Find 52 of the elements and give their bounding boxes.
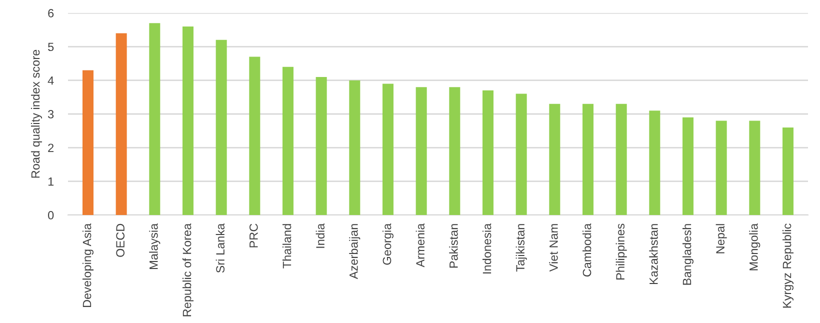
- bar: [616, 104, 627, 215]
- x-tick-label: Mongolia: [749, 223, 760, 270]
- x-tick-label: Philippines: [616, 224, 627, 280]
- x-tick-label: Thailand: [282, 224, 292, 268]
- bar: [582, 104, 594, 215]
- x-tick-label: Malaysia: [149, 223, 160, 269]
- x-tick-label: Bangladesh: [682, 224, 694, 285]
- bar: [516, 94, 527, 215]
- x-tick-label: OECD: [116, 224, 124, 257]
- bar: [549, 104, 560, 215]
- y-tick-label: 3: [48, 110, 54, 118]
- y-axis-title: Road quality index score: [30, 50, 42, 178]
- bar: [716, 120, 727, 215]
- bar: [682, 117, 694, 215]
- y-tick-label: 0: [48, 211, 54, 220]
- bar: [649, 110, 660, 215]
- x-tick-label: PRC: [249, 224, 258, 248]
- bar: [182, 26, 194, 215]
- bar: [216, 40, 227, 215]
- bar: [782, 127, 794, 215]
- bar: [82, 70, 94, 215]
- x-tick-label: India: [316, 223, 324, 248]
- x-tick-label: Armenia: [416, 223, 424, 268]
- y-tick-label: 5: [48, 42, 54, 52]
- x-tick-label: Republic of Korea: [182, 223, 194, 316]
- x-tick-label: Kazakhstan: [649, 224, 658, 284]
- x-tick-label: Georgia: [382, 223, 394, 265]
- bar: [416, 87, 427, 215]
- bar: [449, 87, 460, 215]
- y-tick-label: 2: [48, 144, 54, 152]
- bar: [316, 76, 327, 215]
- bar: [382, 84, 394, 215]
- x-tick-label: Indonesia: [482, 223, 492, 274]
- bar: [749, 120, 760, 215]
- bar: [149, 23, 160, 215]
- x-tick-label: Azerbaijan: [349, 224, 360, 280]
- bar: [282, 66, 294, 215]
- bar: [482, 90, 494, 215]
- x-tick-label: Tajikistan: [516, 224, 527, 272]
- y-tick-label: 4: [48, 76, 54, 85]
- x-tick-label: Nepal: [716, 224, 727, 254]
- bar: [349, 80, 360, 215]
- x-tick-label: Kyrgyz Republic: [782, 224, 794, 308]
- x-tick-label: Pakistan: [449, 224, 458, 268]
- x-tick-label: Sri Lanka: [216, 223, 224, 273]
- x-tick-label: Developing Asia: [82, 223, 94, 308]
- y-tick-label: 6: [48, 9, 54, 18]
- x-tick-label: Cambodia: [582, 223, 592, 277]
- bar: [116, 33, 127, 215]
- y-tick-label: 1: [48, 177, 54, 186]
- bar: [249, 56, 260, 215]
- x-tick-label: Viet Nam: [549, 224, 558, 272]
